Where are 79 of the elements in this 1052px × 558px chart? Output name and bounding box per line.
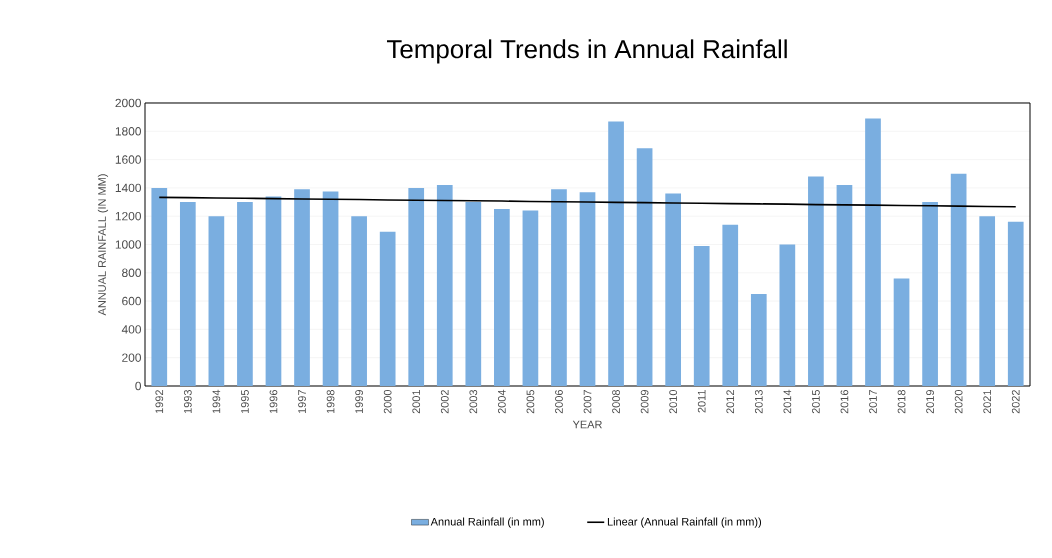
x-tick-label: 2006: [555, 390, 563, 414]
x-tick-label: 2015: [812, 389, 820, 414]
bar: [1007, 221, 1024, 386]
bar: [522, 210, 539, 386]
y-tick-label: 1800: [115, 127, 142, 136]
y-tick-label: 0: [135, 381, 142, 391]
x-tick-label: 2012: [726, 390, 735, 414]
bar: [379, 231, 396, 386]
bar: [179, 202, 196, 386]
bar: [779, 244, 796, 386]
x-tick-label: 1998: [326, 390, 335, 414]
y-tick-label: 400: [121, 325, 142, 334]
bar: [351, 216, 367, 386]
chart-title: Temporal Trends in Annual Rainfall: [386, 39, 787, 64]
bar: [750, 294, 767, 386]
x-tick-label: 2018: [897, 390, 906, 414]
x-tick-label: 2009: [640, 390, 649, 414]
bar: [551, 189, 567, 386]
x-tick-label: 2013: [754, 390, 763, 414]
x-axis-title: YEAR: [572, 420, 602, 429]
bar: [436, 185, 453, 386]
bar: [922, 202, 938, 386]
y-tick-label: 1400: [115, 183, 142, 193]
x-tick-label: 2011: [697, 390, 706, 413]
x-tick-label: 2022: [1011, 390, 1020, 414]
bar: [693, 245, 710, 386]
bar: [665, 193, 681, 386]
bar: [237, 202, 253, 386]
bar: [265, 196, 282, 386]
x-tick-label: 2000: [383, 389, 392, 414]
line-series: [158, 196, 1017, 208]
bar: [722, 224, 739, 386]
x-tick-label: 1996: [269, 390, 278, 414]
y-tick-label: 1600: [115, 155, 142, 164]
x-tick-label: 2008: [612, 390, 620, 414]
bar: [608, 121, 624, 386]
x-tick-label: 2019: [926, 390, 934, 414]
x-tick-label: 1992: [155, 390, 164, 414]
x-tick-label: 2021: [983, 390, 992, 414]
y-tick-label: 1200: [115, 211, 142, 221]
x-tick-label: 2002: [440, 390, 449, 414]
x-tick-label: 2010: [669, 389, 678, 414]
legend-label: Annual Rainfall (in mm): [430, 517, 544, 528]
x-tick-label: 1995: [241, 389, 249, 414]
x-tick-label: 1999: [355, 390, 363, 414]
y-tick-label: 800: [122, 268, 142, 278]
bar: [979, 216, 996, 386]
x-tick-label: 2001: [412, 390, 421, 414]
x-tick-label: 2020: [954, 389, 963, 414]
x-tick-label: 1997: [298, 390, 306, 414]
x-tick-label: 2017: [869, 390, 877, 414]
x-tick-label: 1994: [212, 389, 221, 414]
bar: [322, 191, 339, 386]
y-tick-label: 200: [122, 353, 142, 362]
x-tick-label: 2014: [783, 389, 792, 414]
x-tick-label: 1993: [183, 390, 192, 414]
bar: [408, 187, 425, 386]
bar: [893, 278, 910, 386]
y-axis-title: ANNUAL RAINFALL (IN MM): [97, 174, 109, 316]
bar: [808, 176, 824, 386]
bar: [208, 216, 225, 386]
x-tick-label: 2003: [469, 390, 478, 414]
bar: [865, 118, 881, 386]
x-tick-label: 2007: [583, 390, 592, 414]
y-tick-label: 1000: [115, 240, 142, 249]
bar: [636, 148, 653, 386]
bar: [579, 192, 596, 386]
bar: [950, 173, 967, 386]
x-tick-label: 2016: [840, 390, 849, 414]
x-tick-label: 2005: [526, 389, 535, 414]
bar: [836, 185, 853, 386]
x-tick-label: 2004: [497, 389, 506, 414]
y-tick-label: 600: [122, 296, 142, 306]
bar: [294, 189, 310, 386]
y-tick-label: 2000: [115, 98, 142, 108]
bar: [494, 209, 510, 386]
bar: [151, 187, 168, 386]
legend-label: Linear (Annual Rainfall (in mm)): [607, 517, 761, 528]
bar: [465, 202, 482, 386]
